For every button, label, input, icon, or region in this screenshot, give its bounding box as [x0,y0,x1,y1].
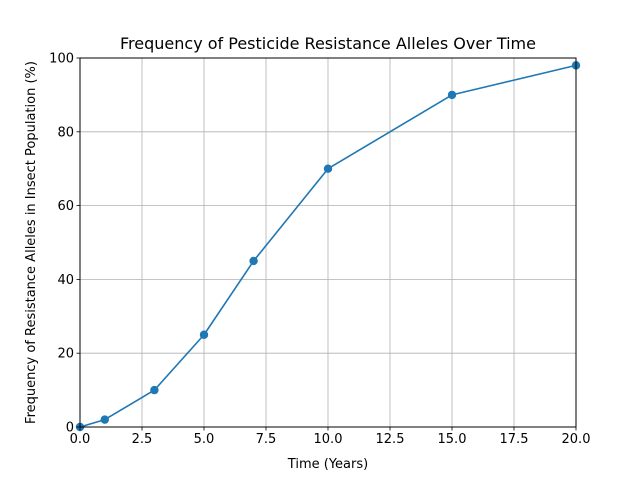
x-tick-label: 17.5 [500,432,529,447]
data-point [100,415,110,424]
data-point [447,90,457,100]
grid [79,57,577,428]
y-axis-label: Frequency of Resistance Alleles in Insec… [24,61,39,424]
y-tick-label: 100 [49,52,74,67]
y-tick-label: 60 [57,199,74,214]
chart-title: Frequency of Pesticide Resistance Allele… [120,34,536,53]
x-axis: 0.0 2.5 5.0 7.5 10.0 12.5 15.0 17.5 20.0 [70,427,591,447]
data-point [199,330,209,339]
data-point [249,256,258,266]
y-tick-label: 40 [57,273,74,288]
series-group [75,61,581,432]
x-tick-label: 5.0 [194,432,215,447]
y-tick-label: 20 [57,347,74,362]
x-tick-label: 10.0 [314,432,343,447]
series-line [79,64,577,428]
x-tick-label: 20.0 [562,432,591,447]
x-axis-label: Time (Years) [287,457,368,472]
x-tick-label: 7.5 [256,432,277,447]
y-tick-label: 80 [57,125,74,140]
data-point [323,164,333,173]
series-layer [75,61,581,432]
x-tick-label: 12.5 [376,432,405,447]
data-point [150,385,159,395]
y-axis: 0 20 40 60 80 100 [49,52,80,436]
x-tick-label: 0.0 [70,432,91,447]
x-tick-label: 15.0 [438,432,467,447]
y-tick-label: 0 [66,421,74,436]
x-tick-label: 2.5 [132,432,153,447]
